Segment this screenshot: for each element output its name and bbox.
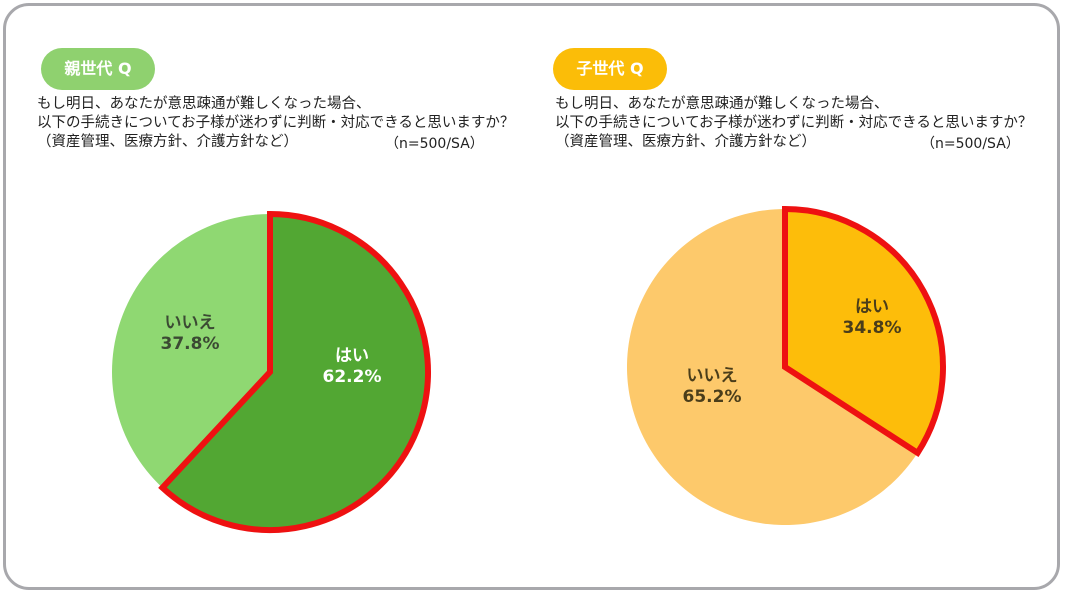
- pie-slice-yes: [158, 210, 431, 533]
- child-yes-label: はい 34.8%: [842, 297, 902, 338]
- question-line-2: 以下の手続きについてお子様が迷わずに判断・対応できると思いますか？: [555, 115, 1033, 131]
- child-badge: 子世代 Q: [553, 48, 667, 90]
- parent-panel: 親世代 Q もし明日、あなたが意思疎通が難しくなった場合、 以下の手続きについて…: [0, 0, 530, 596]
- parent-pie-chart: [111, 210, 431, 533]
- question-line-3: （資産管理、医療方針、介護方針など）: [37, 134, 298, 150]
- parent-yes-label: はい 62.2%: [322, 346, 382, 387]
- child-question: もし明日、あなたが意思疎通が難しくなった場合、 以下の手続きについてお子様が迷わ…: [555, 95, 1032, 152]
- pie-slice-no: [626, 208, 918, 525]
- question-line-1: もし明日、あなたが意思疎通が難しくなった場合、: [37, 96, 371, 112]
- child-pie-chart: [626, 205, 946, 525]
- question-line-3: （資産管理、医療方針、介護方針など）: [555, 134, 816, 150]
- parent-sample-note: （n=500/SA）: [385, 136, 484, 152]
- pie-slice-yes: [782, 205, 946, 458]
- child-panel: 子世代 Q もし明日、あなたが意思疎通が難しくなった場合、 以下の手続きについて…: [533, 0, 1063, 596]
- child-sample-note: （n=500/SA）: [921, 136, 1020, 152]
- parent-question: もし明日、あなたが意思疎通が難しくなった場合、 以下の手続きについてお子様が迷わ…: [37, 95, 514, 152]
- question-line-1: もし明日、あなたが意思疎通が難しくなった場合、: [555, 96, 889, 112]
- question-line-2: 以下の手続きについてお子様が迷わずに判断・対応できると思いますか？: [37, 115, 515, 131]
- pie-slice-no: [111, 214, 270, 488]
- child-no-label: いいえ 65.2%: [682, 366, 742, 407]
- parent-badge: 親世代 Q: [41, 48, 155, 90]
- parent-no-label: いいえ 37.8%: [160, 313, 220, 354]
